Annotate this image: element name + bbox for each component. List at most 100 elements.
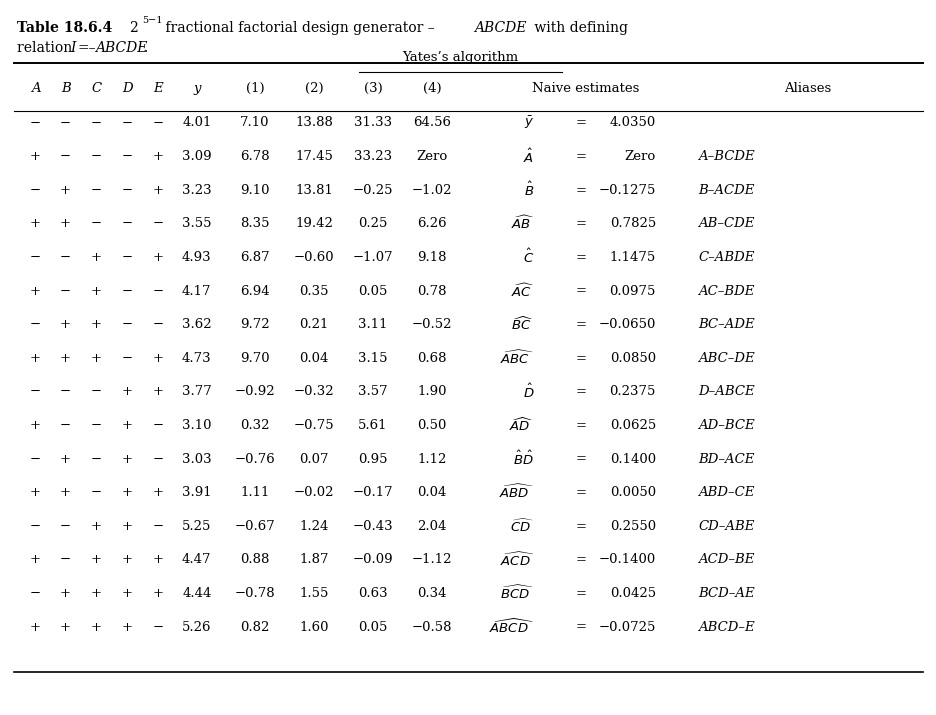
Text: =: =: [575, 486, 586, 499]
Text: 31.33: 31.33: [354, 117, 391, 129]
Text: 6.26: 6.26: [417, 217, 446, 230]
Text: C–ABDE: C–ABDE: [697, 251, 753, 264]
Text: Naive estimates: Naive estimates: [532, 82, 638, 95]
Text: −: −: [122, 217, 133, 230]
Text: −0.32: −0.32: [293, 385, 334, 398]
Text: −1.12: −1.12: [411, 553, 452, 566]
Text: +: +: [91, 285, 102, 297]
Text: −: −: [122, 150, 133, 163]
Text: 4.73: 4.73: [182, 352, 212, 365]
Text: +: +: [60, 184, 71, 197]
Text: −: −: [91, 117, 102, 129]
Text: 9.10: 9.10: [240, 184, 270, 197]
Text: +: +: [91, 352, 102, 365]
Text: +: +: [122, 621, 133, 633]
Text: C: C: [92, 82, 101, 95]
Text: 1.12: 1.12: [417, 453, 446, 465]
Text: 0.78: 0.78: [417, 285, 446, 297]
Text: 6.94: 6.94: [240, 285, 270, 297]
Text: 1.87: 1.87: [299, 553, 329, 566]
Text: −0.52: −0.52: [411, 318, 452, 331]
Text: 4.01: 4.01: [182, 117, 212, 129]
Text: +: +: [122, 419, 133, 432]
Text: .: .: [143, 41, 148, 56]
Text: −0.17: −0.17: [352, 486, 393, 499]
Text: +: +: [153, 150, 164, 163]
Text: 4.93: 4.93: [182, 251, 212, 264]
Text: =: =: [575, 587, 586, 600]
Text: 3.15: 3.15: [358, 352, 388, 365]
Text: −: −: [30, 587, 41, 600]
Text: ABCD–E: ABCD–E: [697, 621, 753, 633]
Text: +: +: [60, 453, 71, 465]
Text: 1.60: 1.60: [299, 621, 329, 633]
Text: −: −: [91, 217, 102, 230]
Text: +: +: [122, 486, 133, 499]
Text: AB–CDE: AB–CDE: [697, 217, 753, 230]
Text: 0.34: 0.34: [417, 587, 446, 600]
Text: $\widehat{ABC}$: $\widehat{ABC}$: [500, 350, 534, 367]
Text: +: +: [153, 587, 164, 600]
Text: −0.43: −0.43: [352, 520, 393, 533]
Text: 0.05: 0.05: [358, 621, 388, 633]
Text: y: y: [193, 82, 200, 95]
Text: AD–BCE: AD–BCE: [697, 419, 753, 432]
Text: =: =: [575, 150, 586, 163]
Text: −: −: [30, 385, 41, 398]
Text: 1.1475: 1.1475: [609, 251, 655, 264]
Text: −: −: [91, 453, 102, 465]
Text: 0.0975: 0.0975: [609, 285, 655, 297]
Text: +: +: [60, 217, 71, 230]
Text: +: +: [30, 217, 41, 230]
Text: $\widehat{BC}$: $\widehat{BC}$: [511, 316, 534, 333]
Text: −: −: [60, 285, 71, 297]
Text: $\hat{D}$: $\hat{D}$: [522, 383, 534, 401]
Text: $\bar{y}$: $\bar{y}$: [523, 114, 534, 132]
Text: =: =: [575, 553, 586, 566]
Text: −: −: [122, 352, 133, 365]
Text: 2.04: 2.04: [417, 520, 446, 533]
Text: −: −: [60, 150, 71, 163]
Text: $\hat{B}\hat{D}$: $\hat{B}\hat{D}$: [513, 450, 534, 468]
Text: +: +: [30, 352, 41, 365]
Text: −: −: [30, 318, 41, 331]
Text: 0.04: 0.04: [417, 486, 446, 499]
Text: with defining: with defining: [530, 21, 628, 36]
Text: 3.10: 3.10: [182, 419, 212, 432]
Text: 3.09: 3.09: [182, 150, 212, 163]
Text: $\widehat{ACD}$: $\widehat{ACD}$: [499, 551, 534, 568]
Text: −: −: [91, 419, 102, 432]
Text: −: −: [153, 217, 164, 230]
Text: $\widehat{ABD}$: $\widehat{ABD}$: [499, 484, 534, 501]
Text: 0.63: 0.63: [358, 587, 388, 600]
Text: A–BCDE: A–BCDE: [697, 150, 753, 163]
Text: fractional factorial design generator –: fractional factorial design generator –: [161, 21, 439, 36]
Text: =: =: [575, 217, 586, 230]
Text: 0.0850: 0.0850: [609, 352, 655, 365]
Text: 7.10: 7.10: [240, 117, 270, 129]
Text: $\hat{C}$: $\hat{C}$: [522, 248, 534, 267]
Text: 5.25: 5.25: [182, 520, 212, 533]
Text: 5−1: 5−1: [142, 16, 163, 25]
Text: −0.0650: −0.0650: [598, 318, 655, 331]
Text: −: −: [153, 419, 164, 432]
Text: 0.50: 0.50: [417, 419, 446, 432]
Text: 9.72: 9.72: [240, 318, 270, 331]
Text: =: =: [575, 453, 586, 465]
Text: $\hat{A}$: $\hat{A}$: [522, 147, 534, 166]
Text: −: −: [122, 318, 133, 331]
Text: =: =: [575, 520, 586, 533]
Text: −: −: [30, 453, 41, 465]
Text: =: =: [575, 318, 586, 331]
Text: +: +: [30, 553, 41, 566]
Text: $\hat{B}$: $\hat{B}$: [523, 181, 534, 199]
Text: 3.03: 3.03: [182, 453, 212, 465]
Text: +: +: [60, 352, 71, 365]
Text: 0.2550: 0.2550: [609, 520, 655, 533]
Text: +: +: [153, 184, 164, 197]
Text: Table 18.6.4: Table 18.6.4: [17, 21, 112, 36]
Text: 0.25: 0.25: [358, 217, 388, 230]
Text: +: +: [122, 453, 133, 465]
Text: =–: =–: [78, 41, 96, 56]
Text: −: −: [60, 385, 71, 398]
